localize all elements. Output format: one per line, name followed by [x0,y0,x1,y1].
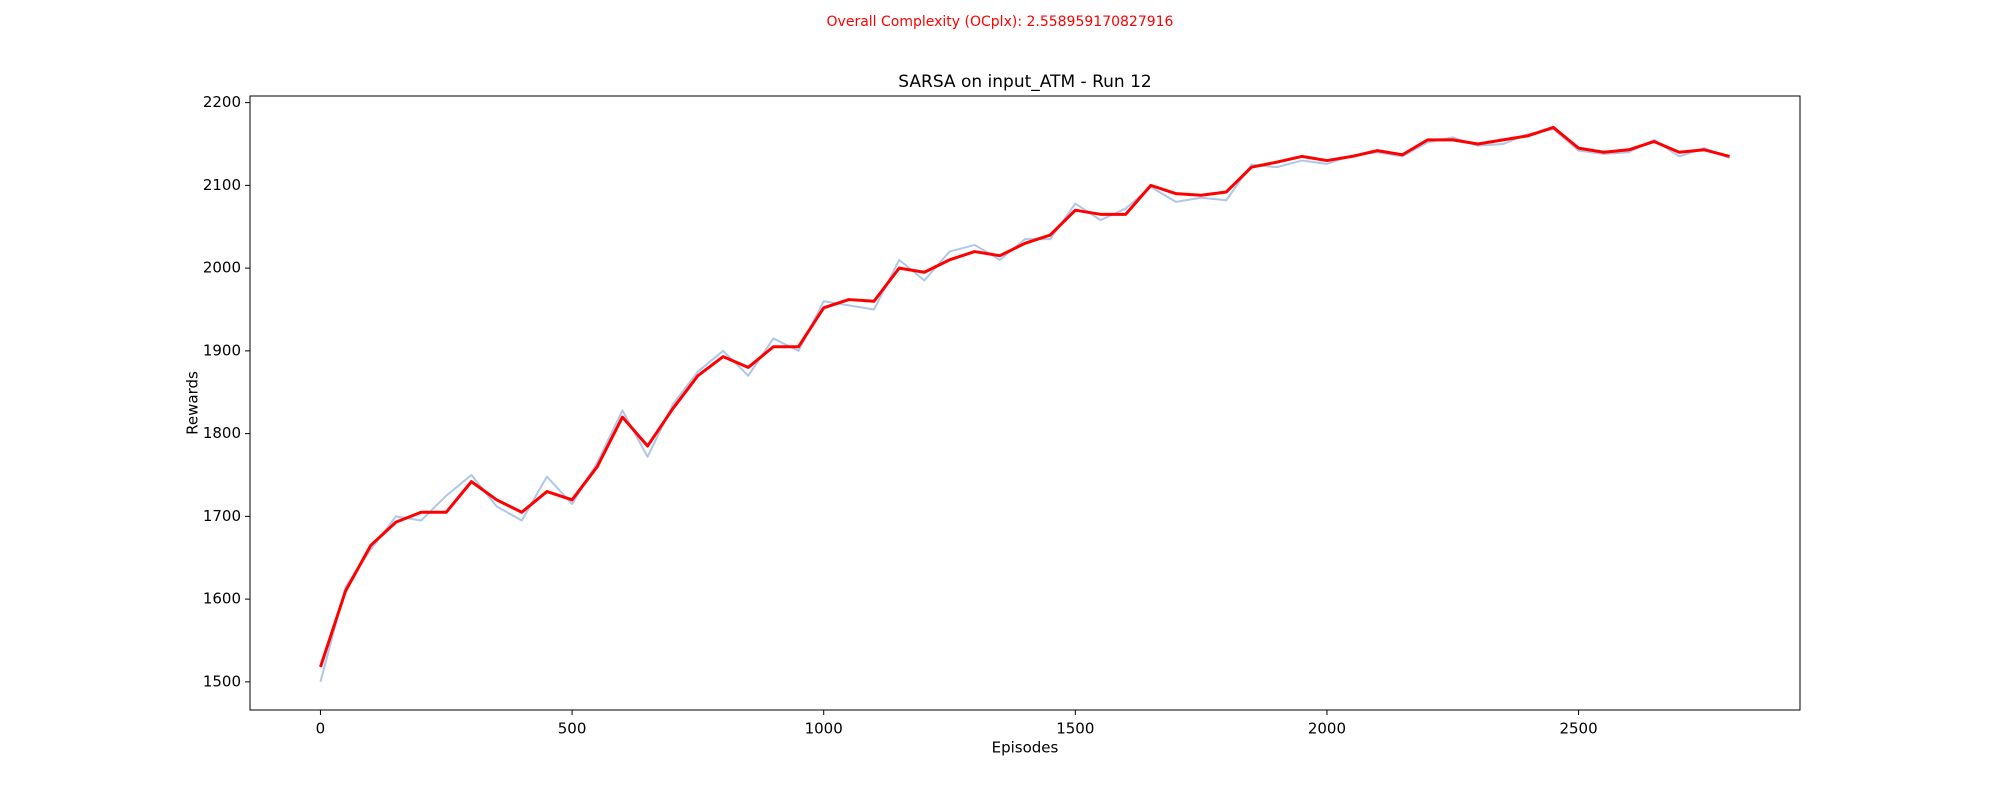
y-tick-label: 1600 [203,590,241,608]
y-tick-label: 2100 [203,176,241,194]
x-tick-label: 1000 [805,720,843,738]
x-tick-label: 2000 [1308,720,1346,738]
y-tick-label: 2000 [203,259,241,277]
y-tick-label: 1900 [203,341,241,359]
x-tick-label: 2500 [1559,720,1597,738]
x-tick-label: 1500 [1056,720,1094,738]
y-tick-label: 1700 [203,507,241,525]
series-line [319,125,1730,668]
y-tick-label: 1800 [203,424,241,442]
chart-title: SARSA on input_ATM - Run 12 [898,72,1151,92]
plot-frame [249,95,1801,711]
y-tick-label: 1500 [203,672,241,690]
x-axis-label: Episodes [992,739,1059,757]
x-tick-label: 500 [558,720,587,738]
x-tick-label: 0 [316,720,326,738]
series-line [319,128,1730,683]
y-tick-label: 2200 [203,93,241,111]
suptitle: Overall Complexity (OCplx): 2.5589591708… [827,14,1174,30]
y-axis-label: Rewards [184,371,202,435]
